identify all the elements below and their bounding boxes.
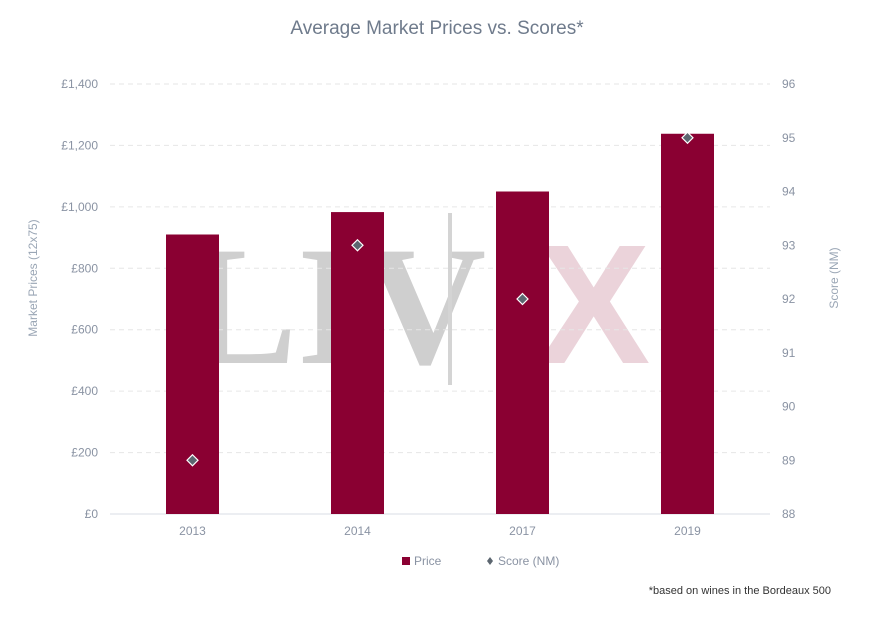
y-right-axis-title: Score (NM): [827, 247, 841, 308]
score-points: [186, 131, 694, 467]
footnote: *based on wines in the Bordeaux 500: [648, 585, 831, 597]
y-right-tick-label: 94: [782, 185, 796, 199]
y-left-tick-label: £1,400: [61, 77, 98, 91]
watermark-divider: [448, 213, 452, 385]
x-tick-label: 2014: [344, 524, 371, 538]
y-right-tick-label: 92: [782, 292, 796, 306]
price-bar[interactable]: [496, 191, 549, 515]
x-tick-label: 2019: [674, 524, 701, 538]
price-bar[interactable]: [166, 234, 219, 515]
right-axis-ticks: 88 89 90 91 92 93 94 95 96: [782, 77, 796, 521]
score-point[interactable]: [516, 292, 529, 306]
y-left-tick-label: £0: [85, 507, 99, 521]
y-right-tick-label: 95: [782, 131, 796, 145]
legend-swatch-price: [402, 557, 410, 565]
legend-item-score[interactable]: Score (NM): [487, 554, 559, 568]
y-left-tick-label: £1,000: [61, 200, 98, 214]
legend-label-score: Score (NM): [498, 554, 559, 568]
x-axis-ticks: 2013 2014 2017 2019: [179, 524, 701, 538]
x-tick-label: 2017: [509, 524, 536, 538]
x-tick-label: 2013: [179, 524, 206, 538]
y-left-tick-label: £400: [71, 384, 98, 398]
chart-title: Average Market Prices vs. Scores*: [290, 18, 584, 39]
y-right-tick-label: 89: [782, 453, 796, 467]
y-right-tick-label: 88: [782, 507, 796, 521]
left-axis-ticks: £0 £200 £400 £600 £800 £1,000 £1,200 £1,400: [61, 77, 98, 521]
y-right-tick-label: 90: [782, 400, 796, 414]
score-point[interactable]: [681, 131, 694, 145]
y-right-tick-label: 96: [782, 77, 796, 91]
price-bar[interactable]: [661, 133, 714, 514]
watermark-logo: LIV IX: [184, 210, 650, 400]
legend-item-price[interactable]: Price: [402, 554, 442, 568]
price-bars: [166, 133, 714, 515]
score-point[interactable]: [186, 453, 199, 467]
price-bar[interactable]: [331, 212, 384, 515]
legend: Price Score (NM): [402, 554, 559, 568]
y-left-tick-label: £1,200: [61, 138, 98, 152]
y-left-axis-title: Market Prices (12x75): [26, 219, 40, 336]
legend-swatch-score-icon: [487, 557, 493, 565]
y-left-tick-label: £600: [71, 323, 98, 337]
y-left-tick-label: £200: [71, 446, 98, 460]
y-right-tick-label: 91: [782, 346, 796, 360]
y-left-tick-label: £800: [71, 261, 98, 275]
legend-label-price: Price: [414, 554, 442, 568]
grid-lines: [110, 83, 770, 515]
score-point[interactable]: [351, 238, 364, 252]
y-right-tick-label: 93: [782, 238, 796, 252]
